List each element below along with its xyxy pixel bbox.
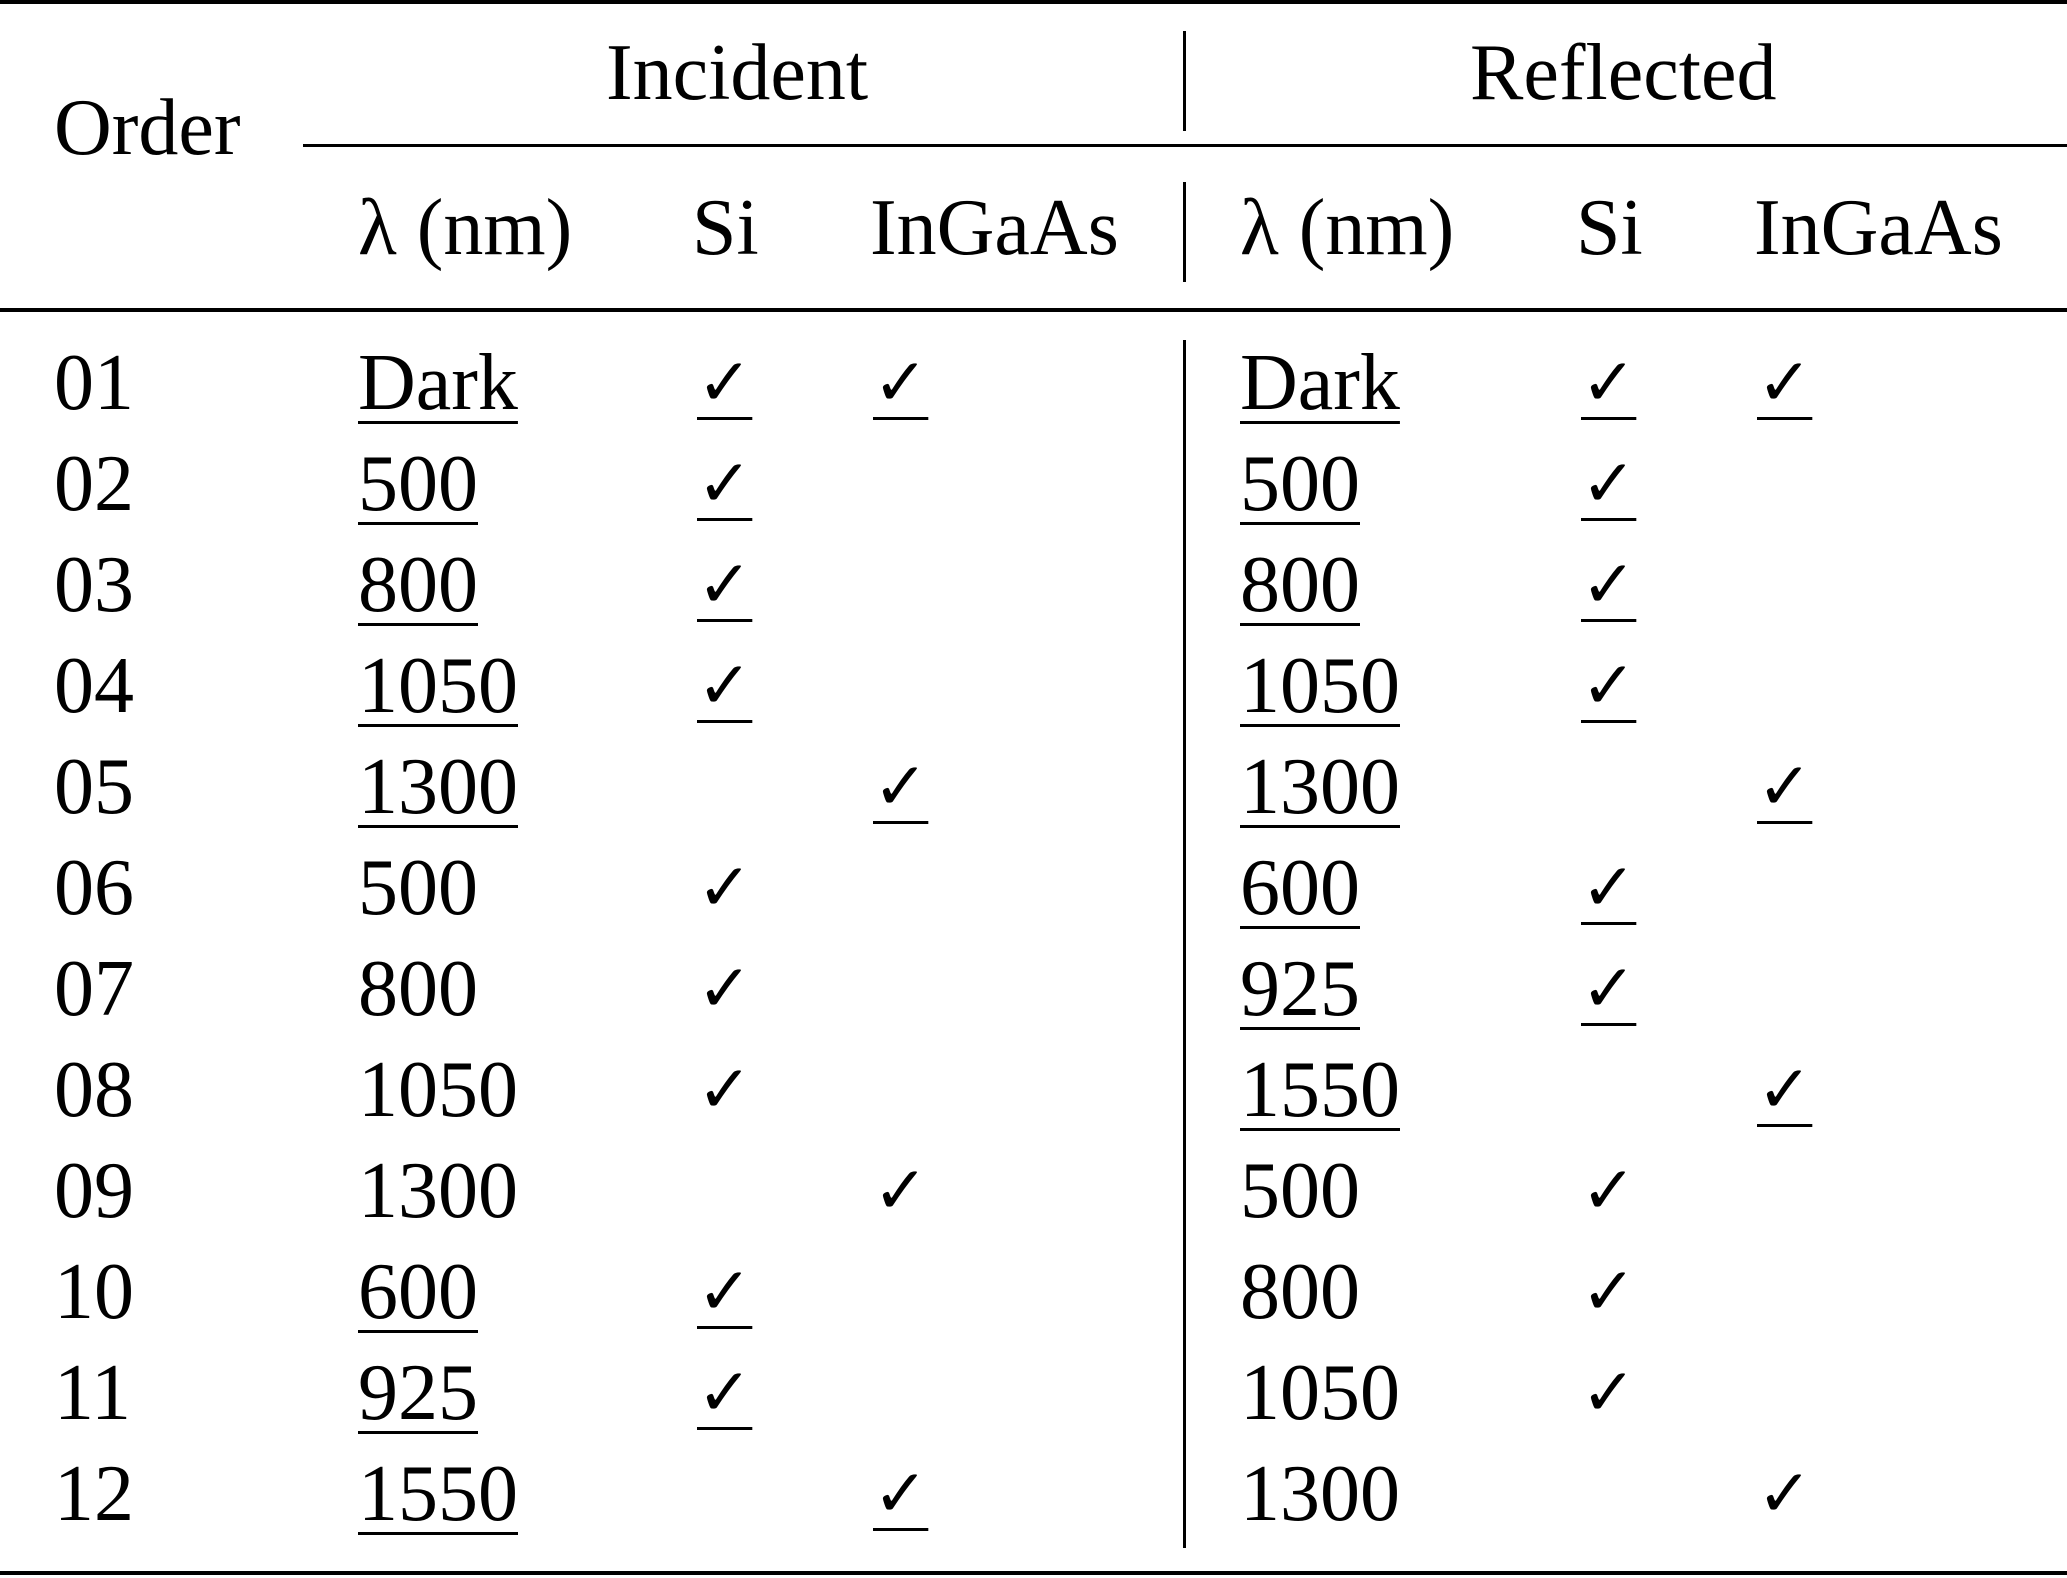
incident-lambda-cell: 1050 (358, 1046, 518, 1134)
reflected-si-check: ✓ (1581, 1354, 1637, 1431)
group-divider-subheader (1183, 182, 1186, 282)
reflected-lambda-cell: 1050 (1240, 642, 1400, 730)
reflected-si-check: ✓ (1581, 950, 1637, 1027)
reflected-ingaas-header: InGaAs (1754, 184, 2003, 272)
order-cell: 01 (54, 339, 134, 427)
order-cell: 10 (54, 1248, 134, 1336)
table-bottom-rule (0, 1571, 2067, 1575)
order-cell: 11 (54, 1349, 132, 1437)
incident-lambda-cell: 1300 (358, 1147, 518, 1235)
incident-si-check: ✓ (697, 1051, 753, 1128)
incident-lambda-cell: 1050 (358, 642, 518, 730)
incident-ingaas-check: ✓ (873, 1152, 929, 1229)
reflected-lambda-cell: 925 (1240, 945, 1360, 1033)
incident-lambda-cell: 925 (358, 1349, 478, 1437)
incident-si-check: ✓ (697, 546, 753, 623)
order-cell: 09 (54, 1147, 134, 1235)
reflected-ingaas-check: ✓ (1757, 1455, 1813, 1532)
reflected-si-check: ✓ (1581, 1152, 1637, 1229)
reflected-lambda-cell: 800 (1240, 541, 1360, 629)
reflected-ingaas-check: ✓ (1757, 748, 1813, 825)
table-header-rule (0, 308, 2067, 312)
reflected-lambda-cell: 1300 (1240, 743, 1400, 831)
reflected-header: Reflected (1470, 29, 1777, 117)
incident-si-check: ✓ (697, 849, 753, 926)
table-top-rule (0, 0, 2067, 4)
incident-lambda-cell: 500 (358, 440, 478, 528)
reflected-si-header: Si (1576, 184, 1643, 272)
reflected-si-check: ✓ (1581, 445, 1637, 522)
reflected-lambda-cell: 1550 (1240, 1046, 1400, 1134)
incident-si-check: ✓ (697, 647, 753, 724)
reflected-ingaas-check: ✓ (1757, 1051, 1813, 1128)
order-header: Order (54, 84, 241, 172)
reflected-si-check: ✓ (1581, 647, 1637, 724)
reflected-si-check: ✓ (1581, 546, 1637, 623)
group-divider-body (1183, 340, 1186, 1548)
incident-header: Incident (606, 29, 869, 117)
order-cell: 03 (54, 541, 134, 629)
group-divider-top (1183, 31, 1186, 131)
incident-ingaas-check: ✓ (873, 748, 929, 825)
reflected-lambda-cell: 600 (1240, 844, 1360, 932)
incident-ingaas-check: ✓ (873, 344, 929, 421)
order-cell: 04 (54, 642, 134, 730)
reflected-lambda-cell: 800 (1240, 1248, 1360, 1336)
reflected-lambda-cell: 500 (1240, 1147, 1360, 1235)
incident-lambda-cell: 1300 (358, 743, 518, 831)
reflected-lambda-header: λ (nm) (1240, 184, 1455, 272)
incident-ingaas-header: InGaAs (870, 184, 1119, 272)
reflected-si-check: ✓ (1581, 344, 1637, 421)
incident-si-check: ✓ (697, 1253, 753, 1330)
order-cell: 06 (54, 844, 134, 932)
reflected-si-check: ✓ (1581, 849, 1637, 926)
incident-si-check: ✓ (697, 1354, 753, 1431)
order-cell: 05 (54, 743, 134, 831)
incident-lambda-cell: 800 (358, 541, 478, 629)
reflected-si-check: ✓ (1581, 1253, 1637, 1330)
incident-lambda-cell: 800 (358, 945, 478, 1033)
incident-lambda-cell: 500 (358, 844, 478, 932)
incident-ingaas-check: ✓ (873, 1455, 929, 1532)
incident-si-check: ✓ (697, 344, 753, 421)
incident-lambda-cell: Dark (358, 339, 518, 427)
reflected-lambda-cell: 1050 (1240, 1349, 1400, 1437)
incident-si-check: ✓ (697, 950, 753, 1027)
order-cell: 02 (54, 440, 134, 528)
incident-lambda-cell: 1550 (358, 1450, 518, 1538)
reflected-lambda-cell: 1300 (1240, 1450, 1400, 1538)
incident-lambda-cell: 600 (358, 1248, 478, 1336)
order-cell: 07 (54, 945, 134, 1033)
incident-si-header: Si (692, 184, 759, 272)
incident-lambda-header: λ (nm) (358, 184, 573, 272)
order-cell: 12 (54, 1450, 134, 1538)
order-cell: 08 (54, 1046, 134, 1134)
reflected-lambda-cell: Dark (1240, 339, 1400, 427)
table-group-rule (303, 144, 2067, 147)
incident-si-check: ✓ (697, 445, 753, 522)
reflected-lambda-cell: 500 (1240, 440, 1360, 528)
reflected-ingaas-check: ✓ (1757, 344, 1813, 421)
